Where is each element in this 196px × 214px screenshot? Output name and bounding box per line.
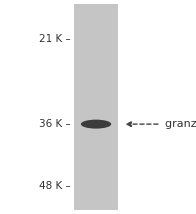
Bar <box>74 4 118 210</box>
Text: 48 K –: 48 K – <box>39 181 71 191</box>
Text: 21 K –: 21 K – <box>39 34 71 43</box>
Ellipse shape <box>81 120 111 129</box>
Text: granzyme H: granzyme H <box>165 119 196 129</box>
Text: 36 K –: 36 K – <box>39 119 71 129</box>
